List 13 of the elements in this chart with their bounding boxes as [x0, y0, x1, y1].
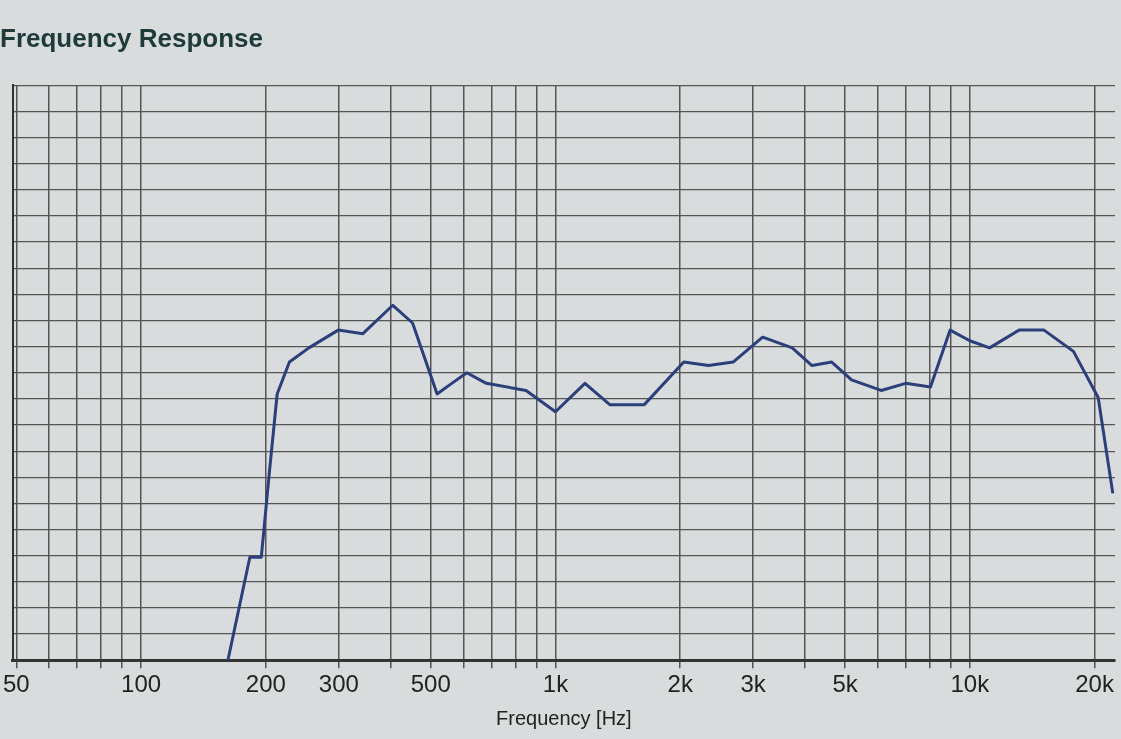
x-tick-label: 300: [318, 670, 359, 698]
x-tick-label: 20k: [1075, 670, 1115, 698]
x-tick-label: 500: [410, 670, 451, 698]
x-tick-label: 3k: [740, 670, 767, 698]
x-tick-label: 1k: [542, 670, 570, 698]
x-tick-label: 2k: [667, 670, 694, 698]
x-tick-label: 5k: [832, 670, 859, 698]
x-axis-title: Frequency [Hz]: [496, 706, 632, 729]
x-tick-label: 50: [3, 670, 30, 698]
x-tick-label: 10k: [950, 670, 991, 698]
x-tick-label: 100: [121, 670, 162, 698]
x-tick-label: 200: [245, 670, 286, 698]
chart-title: Frequency Response: [0, 22, 263, 53]
